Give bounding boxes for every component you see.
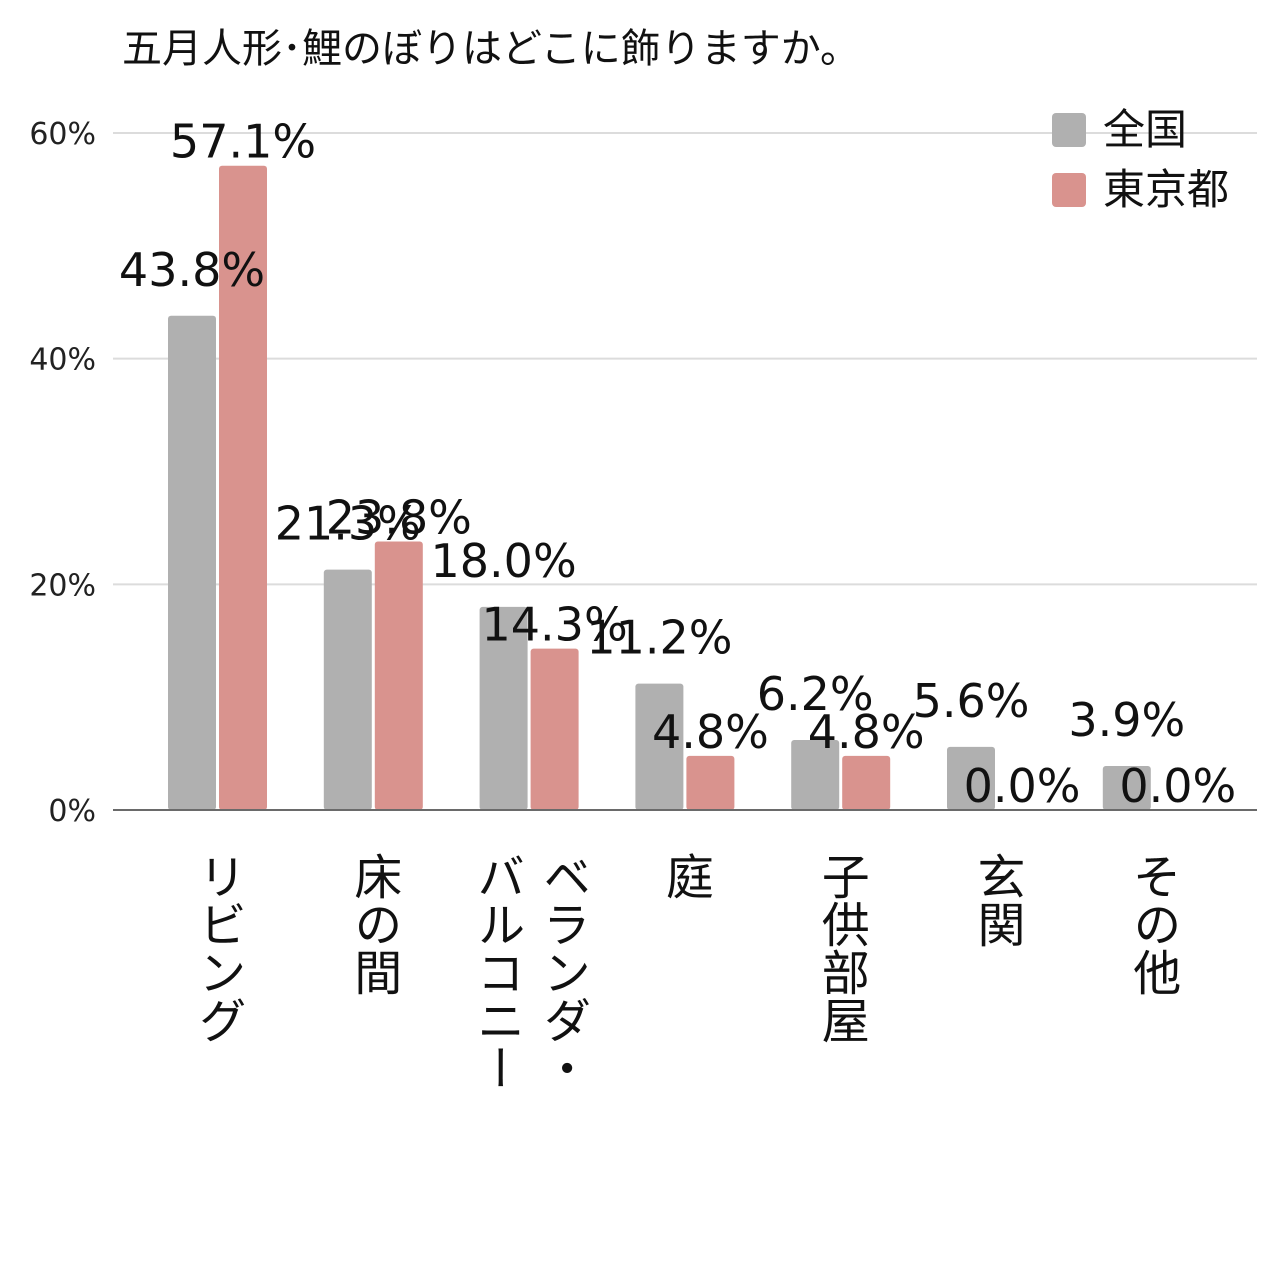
data-label: 21.3% xyxy=(275,497,421,551)
data-label: 0.0% xyxy=(964,759,1081,813)
value-labels: 43.8% 21.3%18.0%11.2% 6.2% 5.6% 3.9% 57.1% 23.… xyxy=(119,115,1236,813)
category-label: 玄関 xyxy=(969,852,1025,948)
bar-東京都-ベランダ・バルコニー xyxy=(530,648,579,810)
bar-全国-床の間 xyxy=(323,569,372,810)
data-label: 4.8% xyxy=(652,705,769,759)
bar-東京都-リビング xyxy=(219,165,267,810)
legend-swatch-全国 xyxy=(1052,113,1086,147)
category-label: ベランダ・ xyxy=(534,852,590,1092)
y-tick-label: 20% xyxy=(29,568,96,603)
legend-swatch-東京都 xyxy=(1052,173,1086,207)
bar-全国-玄関 xyxy=(947,746,995,810)
data-label: 5.6% xyxy=(913,674,1030,728)
bars xyxy=(168,165,1151,810)
y-tick-label: 0% xyxy=(48,794,96,829)
data-label: 18.0% xyxy=(431,534,577,588)
data-label: 4.8% xyxy=(808,705,925,759)
bar-全国-庭 xyxy=(635,683,684,810)
category-label: 子供部屋 xyxy=(813,852,869,1044)
y-axis-ticks: 0% 20% 40% 60% xyxy=(29,117,96,829)
bar-全国-ベランダ・バルコニー xyxy=(479,606,528,810)
data-label: 6.2% xyxy=(757,667,874,721)
data-label: 57.1% xyxy=(170,115,316,169)
bar-全国-子供部屋 xyxy=(791,740,840,810)
category-label: その他 xyxy=(1124,852,1181,996)
legend-label: 全国 xyxy=(1103,105,1187,154)
data-label: 3.9% xyxy=(1068,693,1185,747)
category-label: 庭 xyxy=(657,852,713,900)
category-label: リビング xyxy=(190,852,246,1044)
bar-東京都-子供部屋 xyxy=(842,755,891,810)
bar-東京都-庭 xyxy=(686,755,735,810)
data-label: 23.8% xyxy=(326,490,472,544)
data-label: 11.2% xyxy=(586,611,732,665)
data-label: 0.0% xyxy=(1119,759,1236,813)
category-label: 床の間 xyxy=(345,852,401,996)
data-label: 43.8% xyxy=(119,243,265,297)
bar-東京都-床の間 xyxy=(374,541,423,810)
chart-title: 五月人形･鯉のぼりはどこに飾りますか。 xyxy=(122,26,860,72)
y-tick-label: 60% xyxy=(29,117,96,152)
bar-全国-リビング xyxy=(168,315,216,810)
data-label: 14.3% xyxy=(482,598,628,652)
category-label: バルコニー xyxy=(468,852,524,1092)
y-tick-label: 40% xyxy=(29,343,96,378)
category-labels: リビング 床の間 バルコニー ベランダ・ 庭 子供部屋 玄関 その他 xyxy=(190,852,1182,1092)
bar-全国-その他 xyxy=(1102,765,1151,810)
legend-label: 東京都 xyxy=(1103,165,1229,214)
